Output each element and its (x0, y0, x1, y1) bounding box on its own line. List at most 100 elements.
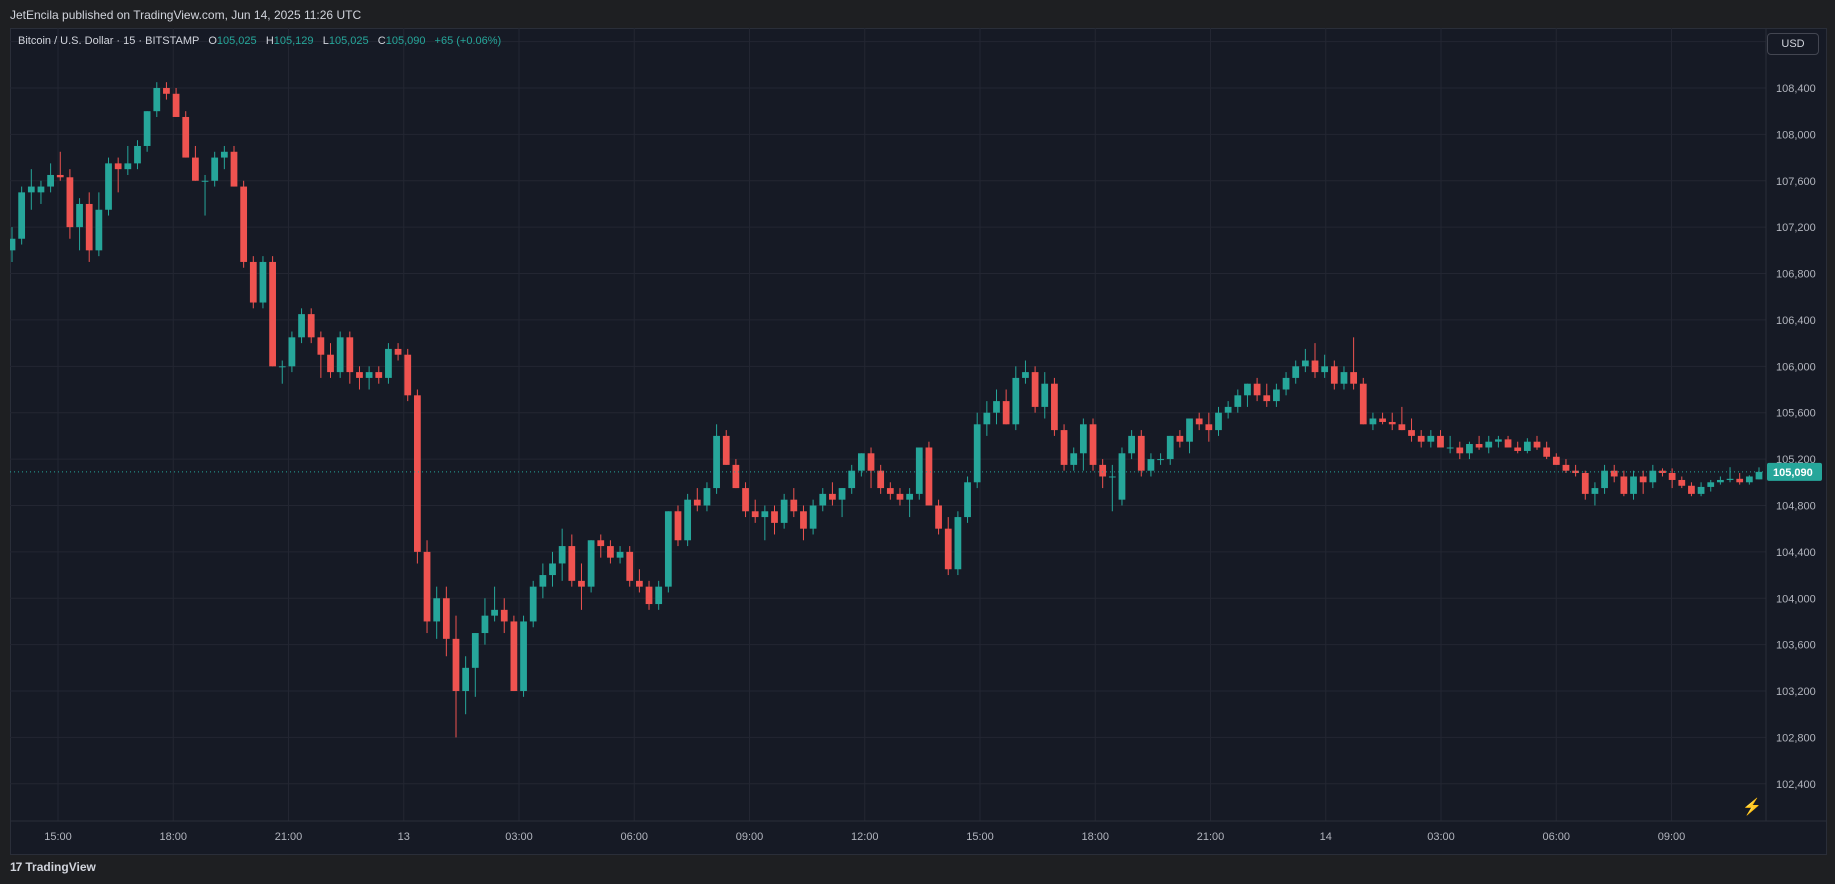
candle (394, 343, 402, 361)
y-tick-label: 104,800 (1776, 500, 1816, 512)
tradingview-logo[interactable]: 17 TradingView (10, 860, 96, 874)
candle (1504, 435, 1512, 448)
candle-body (1726, 478, 1734, 480)
candle (37, 180, 45, 204)
candle (645, 580, 653, 610)
candle (558, 528, 566, 581)
candle-body (1437, 435, 1444, 448)
candle-body (1350, 372, 1357, 384)
x-tick-label: 13 (398, 831, 410, 843)
candle (327, 343, 334, 378)
candle-body (1022, 372, 1029, 378)
candle (925, 441, 933, 506)
y-tick-label: 103,200 (1776, 686, 1816, 698)
candle (1755, 467, 1763, 480)
candle-body (1282, 377, 1290, 390)
candle-body (819, 493, 827, 506)
candle (1041, 372, 1049, 419)
candle-body (964, 482, 971, 518)
candle (993, 389, 1000, 425)
candle (722, 430, 730, 465)
x-tick-label: 06:00 (620, 831, 648, 843)
candle-body (1572, 470, 1579, 474)
candle-body (27, 186, 35, 193)
close-label: C (377, 35, 386, 47)
x-tick-label: 15:00 (44, 831, 72, 843)
candle-body (1475, 444, 1483, 448)
y-tick-label: 107,200 (1776, 222, 1816, 234)
candle-body (105, 163, 112, 210)
candle-body (182, 116, 190, 158)
candle-body (857, 453, 865, 471)
candle (220, 145, 228, 170)
candle (1581, 470, 1589, 500)
high-label: H (265, 35, 274, 47)
candle (307, 308, 315, 344)
candlestick-chart[interactable]: 102,400 102,800 103,200 103,600 104,000 104,4… (10, 28, 1827, 855)
candle (1253, 377, 1261, 402)
candle (1012, 366, 1020, 431)
candle (819, 488, 827, 512)
candle (1620, 470, 1628, 497)
candle (385, 343, 392, 384)
candle-body (1186, 418, 1193, 442)
candle (1388, 412, 1396, 431)
candle-body (1012, 377, 1020, 425)
candle-body (452, 638, 460, 692)
candle (1601, 464, 1608, 494)
candle-body (1340, 372, 1348, 384)
candle-body (433, 598, 441, 622)
candle-body (114, 163, 122, 170)
candle (1688, 482, 1695, 497)
x-tick-label: 09:00 (1658, 831, 1686, 843)
x-tick-label: 21:00 (275, 831, 303, 843)
candle (1630, 470, 1637, 500)
candle (134, 140, 141, 170)
candle-body (906, 493, 914, 500)
candle-body (481, 615, 489, 634)
candle (1137, 430, 1145, 477)
currency-button[interactable]: USD (1767, 33, 1819, 55)
y-tick-label: 102,800 (1776, 732, 1816, 744)
candle-body (1099, 464, 1107, 477)
candle-body (510, 621, 518, 692)
candle-body (76, 203, 83, 228)
candle (1485, 435, 1493, 454)
candle-body (693, 499, 701, 506)
candle (404, 348, 412, 402)
candle (635, 569, 643, 593)
candle-body (500, 609, 508, 622)
candle (471, 633, 479, 697)
candle-body (1388, 421, 1396, 425)
candle-body (549, 563, 556, 576)
candle (423, 540, 431, 634)
candle (1002, 389, 1010, 425)
candle-body (1736, 478, 1744, 483)
candle (1051, 377, 1058, 436)
y-tick-label: 104,000 (1776, 593, 1816, 605)
candle (500, 598, 508, 634)
candle (1668, 468, 1676, 489)
candle (1215, 406, 1222, 436)
candle (1408, 418, 1415, 442)
candle-body (346, 337, 354, 373)
candle-body (1321, 366, 1329, 373)
low-value: 105,025 (328, 35, 369, 47)
candle (298, 308, 305, 344)
candle-body (1137, 435, 1145, 471)
candle-body (220, 151, 228, 158)
symbol-legend: Bitcoin / U.S. Dollar · 15 · BITSTAMP O1… (18, 35, 501, 47)
candle (935, 499, 942, 535)
candle (1292, 360, 1300, 384)
lightning-icon[interactable]: ⚡ (1742, 799, 1762, 816)
candle (143, 111, 151, 152)
candle-body (385, 348, 392, 378)
candle-body (713, 435, 720, 489)
candle-body (558, 546, 566, 564)
candle-body (269, 261, 276, 367)
tradingview-brand: TradingView (25, 860, 96, 874)
candle-body (1485, 441, 1493, 448)
candle-body (1234, 395, 1242, 407)
y-tick-label: 103,600 (1776, 640, 1816, 652)
candle-body (1707, 482, 1715, 487)
